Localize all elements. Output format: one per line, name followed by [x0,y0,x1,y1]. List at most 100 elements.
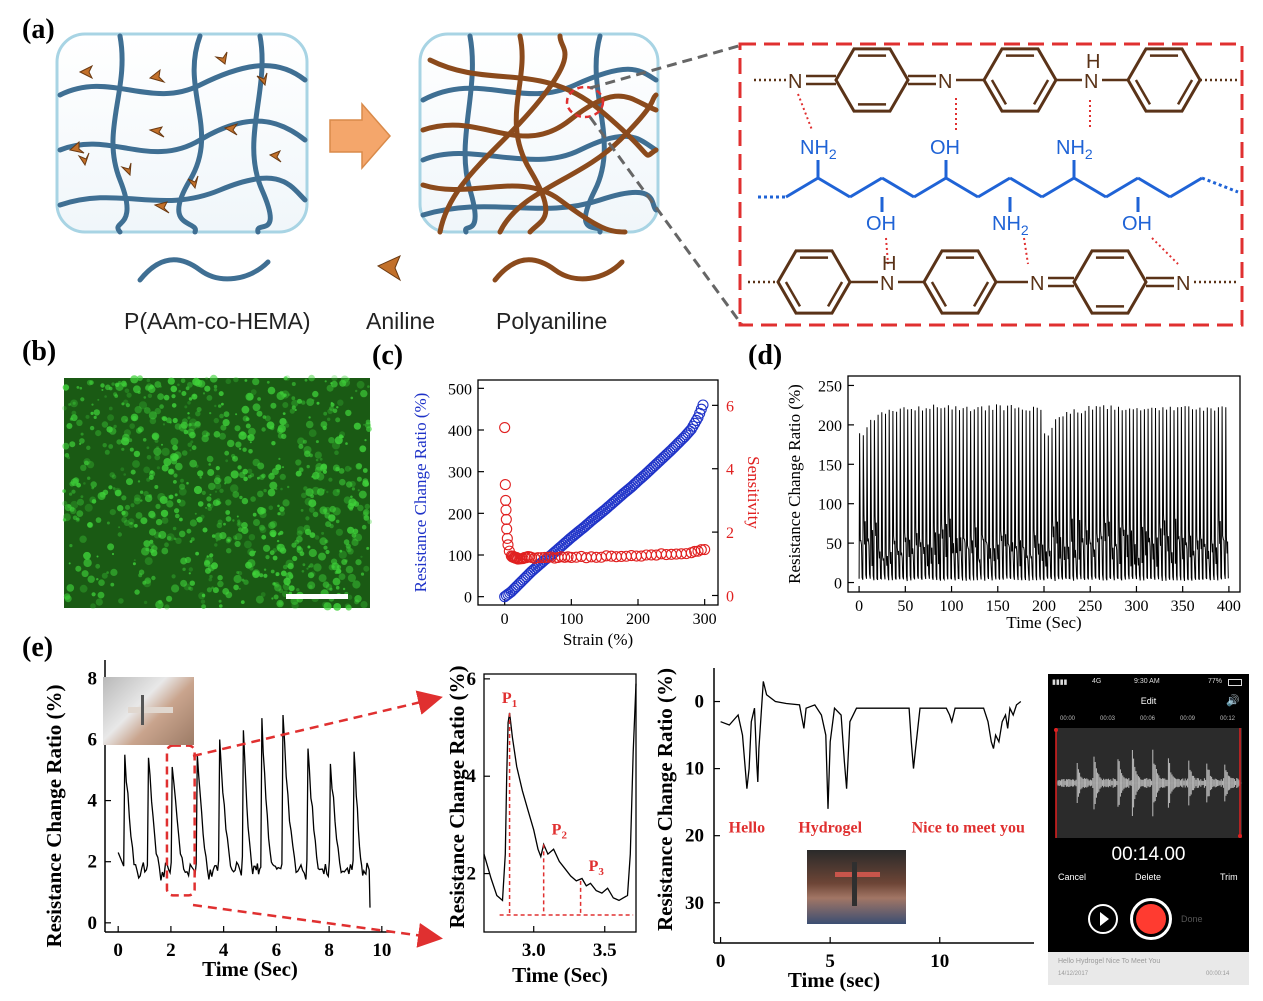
y2-tick-label: 6 [726,398,734,415]
fluorescent-cluster [64,453,70,458]
fluorescent-cluster [335,519,340,524]
fluorescent-cluster [77,498,84,506]
fluorescent-cluster [360,389,368,398]
fluorescent-cluster [93,409,100,416]
edit-title: Edit [1140,696,1157,706]
cancel-button[interactable]: Cancel [1058,872,1087,882]
fluorescent-cluster [129,423,135,429]
fluorescent-cluster [191,393,198,400]
fluorescent-cluster [107,414,114,421]
fluorescent-cluster [367,519,372,525]
fluorescent-cluster [160,509,169,518]
fluorescent-cluster [121,437,130,446]
fluorescent-cluster [154,381,162,388]
play-button[interactable] [1088,904,1118,934]
fluorescent-cluster [235,441,242,448]
fluorescent-cluster [91,403,94,406]
x-tick-label: 4 [219,940,229,961]
fluorescent-cluster [332,577,341,586]
fluorescent-cluster [347,377,350,380]
fluorescent-cluster [282,564,288,570]
fluorescent-cluster [190,440,194,444]
hydrogen-bond [1023,237,1029,265]
fluorescent-cluster [204,385,211,392]
fluorescent-cluster [143,490,149,497]
fluorescent-cluster [247,434,255,442]
wrist-photo [103,677,194,745]
fluorescent-cluster [128,438,133,443]
fluorescent-cluster [95,598,103,606]
ring-bond [784,281,802,308]
chart-d-cycling: 0 50 100 150 200 250 300 350 400050100150200250T… [785,375,1241,632]
delete-button[interactable]: Delete [1135,872,1162,882]
fluorescent-cluster [207,469,215,476]
fluorescent-cluster [337,569,342,574]
fluorescent-cluster [134,589,140,595]
fluorescent-cluster [62,384,70,391]
backbone-bond [1009,176,1043,199]
fluorescent-cluster [142,580,147,585]
done-button[interactable]: Done [1181,914,1203,924]
fluorescent-cluster [151,575,156,581]
waveform[interactable] [1054,728,1242,838]
trim-button[interactable]: Trim [1220,872,1238,882]
fluorescent-cluster [311,486,320,495]
fluorescent-cluster [322,508,327,513]
fluorescent-cluster [158,534,162,538]
fluorescent-cluster [329,587,333,591]
fluorescent-cluster [76,386,80,389]
fluorescent-cluster [174,423,182,430]
fluorescent-cluster [234,537,238,541]
backbone-bond [1169,176,1203,199]
y-tick-label: 8 [88,668,98,689]
panel-a-hydrogel-box [55,32,744,326]
x-tick-label: 10 [930,951,949,972]
fluorescent-cluster [109,509,116,516]
fluorescent-cluster [189,586,194,591]
fluorescent-cluster [235,413,238,416]
fluorescent-cluster [161,416,166,421]
y-tick-label: 500 [448,381,472,398]
fluorescent-cluster [241,497,249,505]
fluorescent-cluster [351,538,359,547]
fluorescent-cluster [355,389,358,393]
record-button[interactable] [1130,898,1172,940]
status-time: 9:30 AM [1134,678,1160,685]
fluorescent-cluster [141,547,150,556]
fluorescent-cluster [180,421,188,429]
fluorescent-cluster [146,477,151,482]
fluorescent-cluster [350,396,354,400]
fluorescent-cluster [263,568,267,571]
fluorescent-cluster [206,496,212,502]
fluorescent-cluster [259,524,265,531]
fluorescent-cluster [213,417,219,424]
fluorescent-cluster [187,381,193,388]
fluorescent-cluster [225,378,232,385]
fluorescent-cluster [314,535,320,540]
fluorescent-cluster [332,489,340,497]
fluorescent-cluster [91,592,96,597]
fluorescent-cluster [107,543,115,551]
fluorescent-cluster [360,555,363,558]
zoom-region-box [165,744,196,897]
fluorescent-cluster [224,476,232,484]
legend-polymer: P(AAm-co-HEMA) [124,308,311,334]
fluorescent-cluster [171,394,176,399]
fluorescent-cluster [268,473,275,480]
fluorescent-cluster [305,488,314,497]
fluorescent-cluster [211,586,215,590]
fluorescent-cluster [215,466,220,471]
fluorescent-cluster [280,487,283,491]
speaker-icon[interactable]: 🔊 [1226,695,1240,707]
fluorescent-cluster [150,470,154,474]
fluorescent-cluster [171,574,176,579]
panel-label-d: (d) [748,340,783,371]
fluorescent-cluster [190,537,195,542]
fluorescent-cluster [75,565,82,572]
fluorescent-cluster [213,388,218,392]
fluorescent-cluster [214,477,221,485]
fluorescent-cluster [343,496,352,504]
fluorescent-cluster [322,601,329,608]
fluorescent-cluster [106,426,113,433]
fluorescent-cluster [218,599,222,603]
